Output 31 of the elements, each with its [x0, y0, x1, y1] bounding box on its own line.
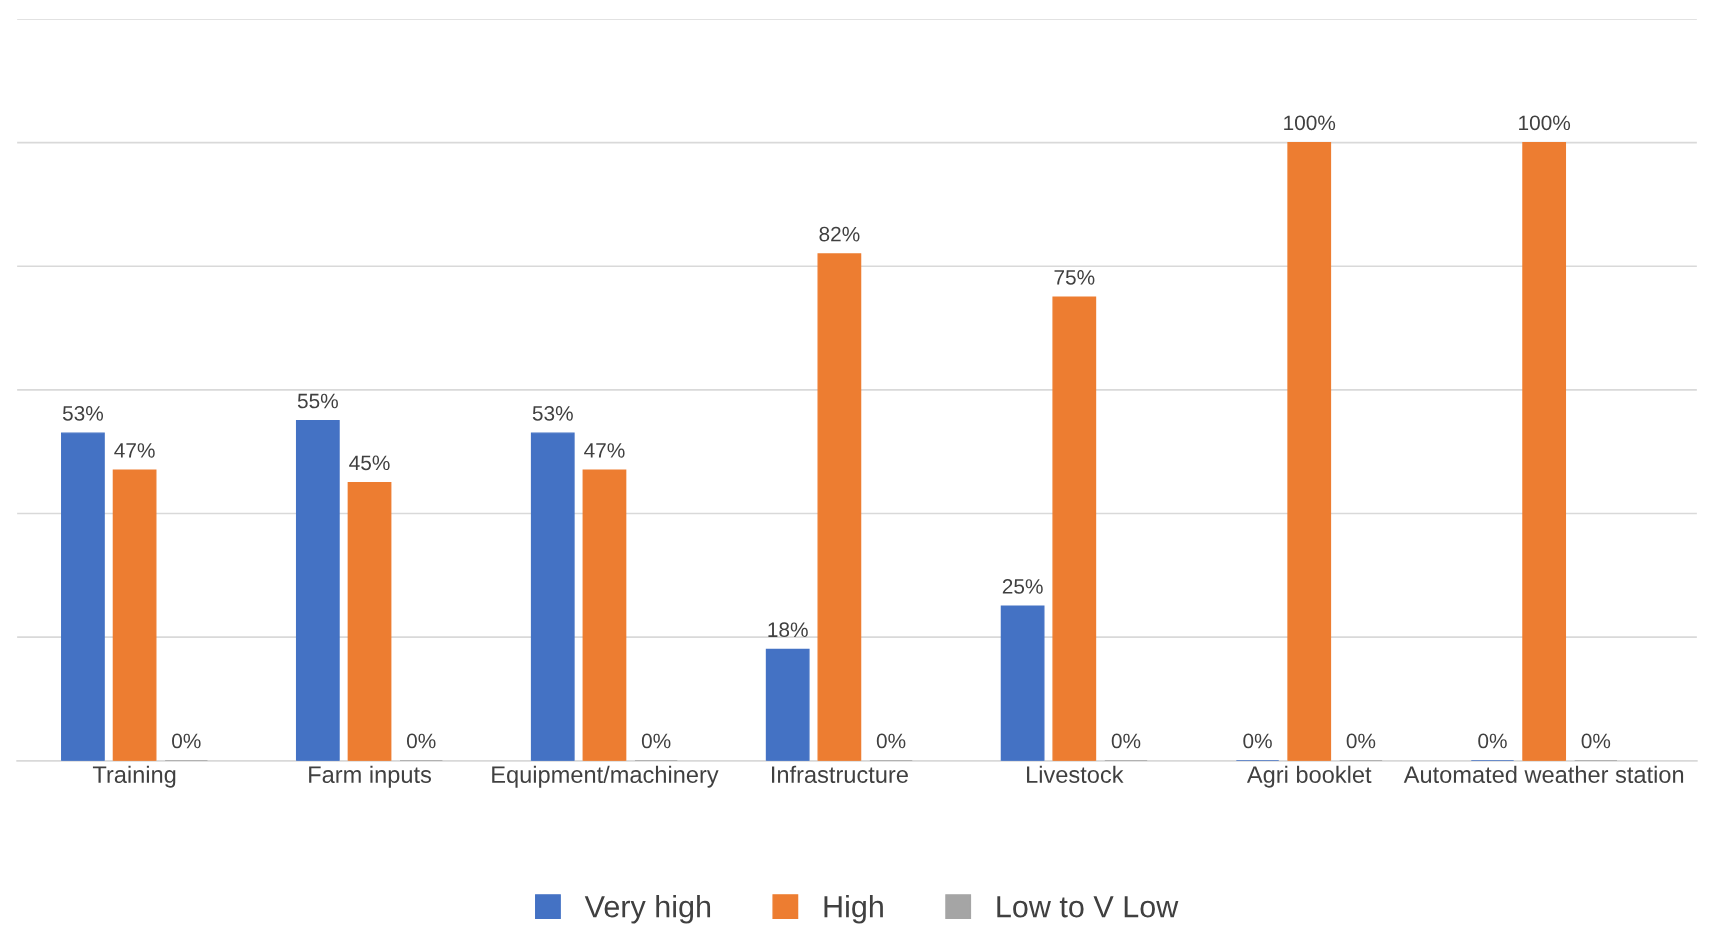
legend-label: High	[824, 895, 883, 924]
x-tick-label: Farm inputs	[309, 765, 432, 788]
x-tick-label: Agri booklet	[1246, 765, 1372, 788]
x-tick-label: Livestock	[1027, 765, 1124, 783]
data-label: 100%	[1519, 115, 1571, 131]
data-label: 0%	[1581, 733, 1611, 749]
data-label: 0%	[406, 733, 436, 749]
x-tick-label: Automated weather station	[1403, 765, 1684, 783]
data-label: 100%	[1284, 115, 1336, 131]
data-label: 18%	[768, 622, 808, 638]
data-label: 0%	[641, 733, 671, 749]
data-label: 55%	[297, 393, 338, 409]
data-label: 0%	[1243, 733, 1272, 749]
legend-label: Very high	[584, 895, 711, 924]
data-label: 25%	[1002, 579, 1043, 594]
data-label: 0%	[1346, 733, 1376, 749]
data-label: 0%	[172, 733, 201, 749]
data-label: 53%	[532, 405, 573, 421]
data-label: 82%	[819, 226, 860, 242]
legend-label: Low to V Low	[997, 896, 1179, 918]
data-label: 0%	[1111, 733, 1141, 749]
x-tick-label: Infrastructure	[772, 765, 908, 783]
x-tick-label: Equipment/machinery	[492, 765, 719, 788]
data-label: 53%	[62, 405, 104, 421]
data-label: 45%	[349, 455, 390, 471]
data-label: 75%	[1054, 270, 1095, 285]
data-label: 0%	[876, 733, 906, 749]
data-label: 0%	[1478, 733, 1507, 749]
data-label: 47%	[114, 443, 155, 458]
x-tick-label: Training	[92, 765, 176, 788]
data-label: 47%	[584, 443, 625, 458]
